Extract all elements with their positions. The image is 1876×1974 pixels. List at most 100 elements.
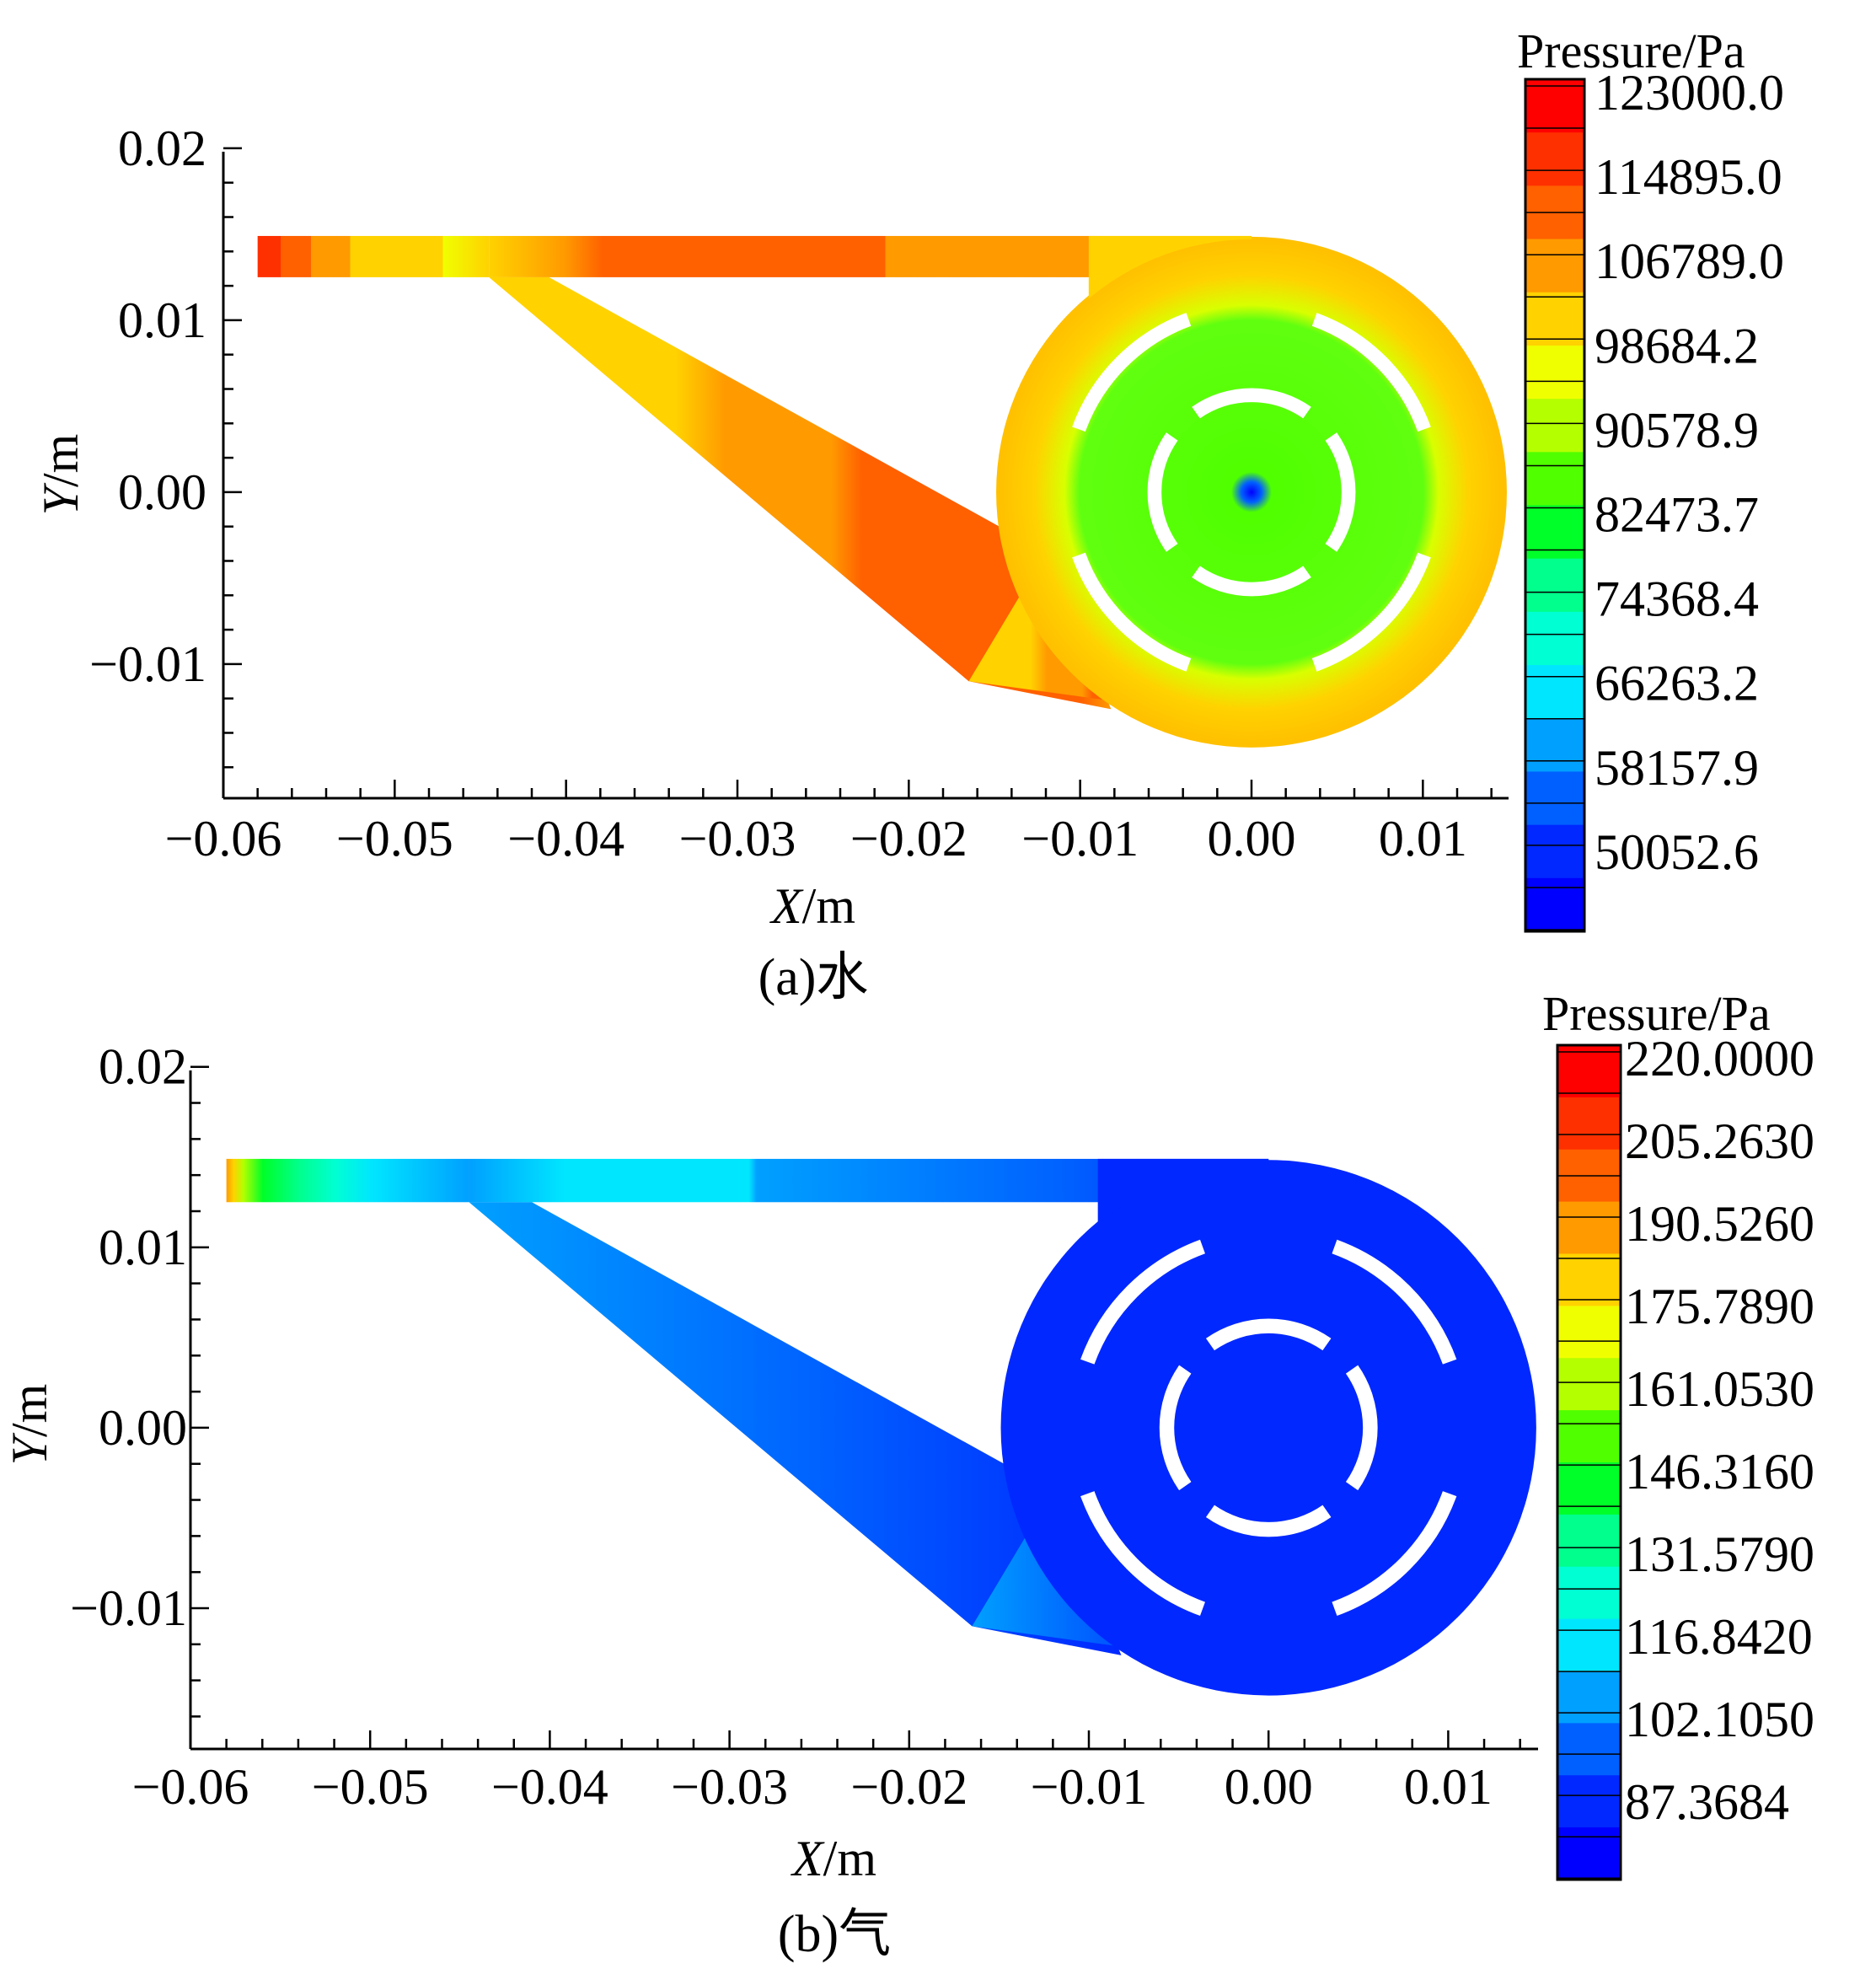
colorbar-label: 90578.9 xyxy=(1595,402,1759,458)
x-tick-label: 0.01 xyxy=(1404,1759,1493,1815)
outer-vane-slot xyxy=(1311,313,1431,432)
outer-vane-slot xyxy=(1332,1239,1457,1365)
y-tick-label: 0.00 xyxy=(118,464,206,520)
colorbar-band xyxy=(1525,611,1584,666)
axes: −0.06 −0.05 −0.04 −0.03 −0.02 −0.01 0.00 0.01 0.… xyxy=(2,1039,1538,1886)
colorbar-band xyxy=(1525,558,1584,613)
colorbar-band xyxy=(1525,292,1584,346)
colorbar-band xyxy=(1557,1775,1621,1828)
colorbar-label: 131.5790 xyxy=(1625,1526,1814,1582)
panel-a: −0.06 −0.05 −0.04 −0.03 −0.02 −0.01 0.00 0.01 0.… xyxy=(33,24,1784,1006)
chamber-disk-overlay xyxy=(999,239,1504,745)
panel-caption: (a)水 xyxy=(758,949,869,1006)
colorbar-label: 116.8420 xyxy=(1625,1609,1813,1665)
colorbar-label: 175.7890 xyxy=(1625,1279,1814,1334)
colorbar-label: 161.0530 xyxy=(1625,1361,1814,1417)
colorbar-label: 146.3160 xyxy=(1625,1444,1814,1499)
colorbar-label: 50052.6 xyxy=(1595,824,1759,880)
x-tick-label: −0.02 xyxy=(850,811,967,866)
x-axis-unit: /m xyxy=(802,878,855,934)
colorbar-band xyxy=(1525,239,1584,293)
x-tick-label: −0.05 xyxy=(312,1759,429,1815)
x-tick-label: −0.01 xyxy=(1021,811,1139,866)
colorbar-band xyxy=(1557,1671,1621,1724)
y-axis-unit: /m xyxy=(2,1384,57,1437)
outer-vane-slot xyxy=(1080,1491,1205,1617)
x-tick-label: −0.06 xyxy=(165,811,282,866)
colorbar-band xyxy=(1557,1723,1621,1776)
colorbar-label: 123000.0 xyxy=(1595,65,1784,121)
x-tick-label: −0.01 xyxy=(1031,1759,1148,1815)
colorbar-band xyxy=(1525,345,1584,400)
colorbar-band xyxy=(1525,771,1584,826)
colorbar-band xyxy=(1557,1566,1621,1620)
outer-vane-slot xyxy=(1072,552,1192,672)
colorbar-band xyxy=(1557,1514,1621,1568)
y-tick-label: 0.02 xyxy=(118,121,206,176)
inner-vane-slot xyxy=(1192,388,1311,419)
colorbar-label: 58157.9 xyxy=(1595,740,1759,796)
outer-vane-slot xyxy=(1332,1491,1457,1617)
x-tick-label: 0.01 xyxy=(1379,811,1467,866)
inner-vane-slot xyxy=(1147,432,1178,552)
x-axis-variable: X xyxy=(791,1831,825,1886)
colorbar-frame xyxy=(1556,1043,1622,1881)
colorbar-band xyxy=(1525,399,1584,453)
colorbar-band xyxy=(1557,1306,1621,1359)
colorbar-band xyxy=(1525,452,1584,506)
y-tick-label: −0.01 xyxy=(70,1580,187,1636)
diagonal-pipe xyxy=(469,1202,1122,1655)
colorbar-band xyxy=(1525,132,1584,186)
y-axis-variable: Y xyxy=(2,1432,57,1465)
x-tick-label: 0.00 xyxy=(1208,811,1296,866)
x-axis-variable: X xyxy=(769,878,804,934)
colorbar-title: Pressure/Pa xyxy=(1517,24,1745,78)
x-tick-label: −0.05 xyxy=(336,811,453,866)
y-tick-label: 0.01 xyxy=(99,1220,187,1275)
y-tick-label: 0.01 xyxy=(118,292,206,348)
x-axis-title: X/m xyxy=(769,878,855,934)
colorbar-band xyxy=(1557,1253,1621,1306)
colorbar-band xyxy=(1557,1462,1621,1515)
colorbar-label: 66263.2 xyxy=(1595,656,1759,711)
flow-domain xyxy=(226,1158,1536,1696)
colorbar-band xyxy=(1557,1358,1621,1411)
flow-domain xyxy=(257,235,1507,748)
colorbar-band xyxy=(1557,1045,1621,1098)
colorbar-band xyxy=(1525,877,1584,932)
inner-vane-slot xyxy=(1325,432,1356,552)
colorbar-label: 106789.0 xyxy=(1595,233,1784,289)
colorbar-label: 82473.7 xyxy=(1595,486,1759,542)
colorbar-title: Pressure/Pa xyxy=(1542,986,1771,1041)
colorbar-band xyxy=(1525,505,1584,560)
colorbar-band xyxy=(1525,79,1584,133)
y-tick-label: 0.00 xyxy=(99,1400,187,1456)
colorbar-label: 205.2630 xyxy=(1625,1113,1814,1169)
x-tick-label: 0.00 xyxy=(1225,1759,1313,1815)
inlet-channel xyxy=(257,235,490,277)
y-axis-title: Y/m xyxy=(2,1384,57,1466)
y-axis-unit: /m xyxy=(33,434,88,487)
colorbar-label: 220.0000 xyxy=(1625,1031,1814,1086)
colorbar-label: 102.1050 xyxy=(1625,1692,1814,1747)
diagonal-pipe xyxy=(489,276,1112,710)
colorbar-frame xyxy=(1524,78,1586,933)
colorbar-band xyxy=(1557,1097,1621,1151)
panel-caption: (b)气 xyxy=(778,1906,891,1963)
inner-vane-slot xyxy=(1345,1365,1378,1491)
x-tick-label: −0.04 xyxy=(491,1759,608,1815)
colorbar-band xyxy=(1525,824,1584,879)
chamber-disk-overlay xyxy=(1003,1162,1534,1693)
outer-vane-slot xyxy=(1080,1239,1205,1365)
x-tick-label: −0.02 xyxy=(850,1759,967,1815)
axes: −0.06 −0.05 −0.04 −0.03 −0.02 −0.01 0.00 0.01 0.… xyxy=(33,121,1509,934)
colorbar-band xyxy=(1525,665,1584,719)
colorbar-band xyxy=(1557,1201,1621,1254)
inner-vane-slot xyxy=(1192,566,1311,597)
inner-vane-slot xyxy=(1205,1318,1332,1351)
inner-vane-slot xyxy=(1205,1505,1332,1537)
colorbar-label: 114895.0 xyxy=(1595,149,1782,205)
